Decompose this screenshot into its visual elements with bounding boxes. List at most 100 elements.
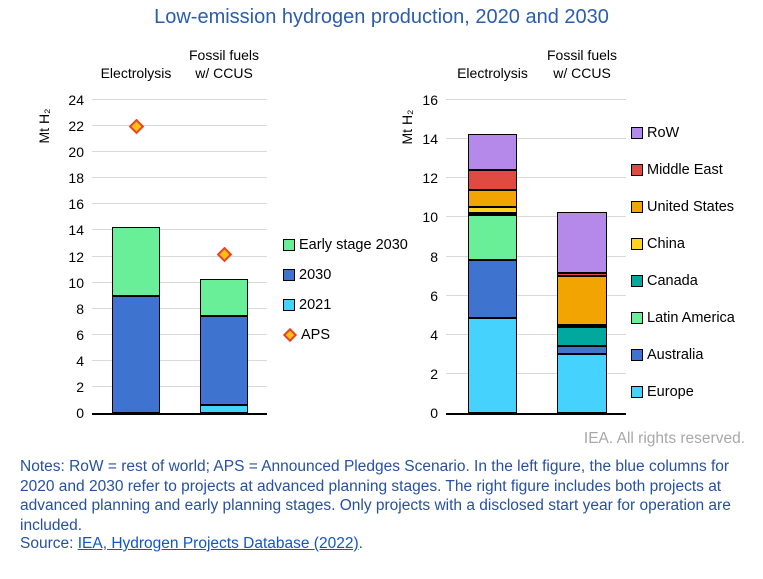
y-axis-tick-label: 10 [68,274,84,291]
column-header-fossil-fuels-w-ccus: Fossil fuels w/ CCUS [546,47,618,81]
bar-segment-australia [557,346,607,354]
legend-item-row: RoW [631,124,735,142]
legend-label: Early stage 2030 [299,237,408,253]
legend-item-middle-east: Middle East [631,161,735,179]
right-plot-area: 0 2 4 6 8 10 12 14 16 Electrolysis Fossil fuels w/… [422,47,626,421]
legend-label: Latin America [647,310,735,326]
y-axis-tick-label: 20 [68,144,84,161]
bar-segment-early-stage-2030 [112,227,160,296]
y-axis-tick-label: 14 [422,131,438,148]
bar-segment-middle-east [557,273,607,276]
y-axis-tick-label: 8 [430,248,438,265]
y-axis-tick-label: 12 [422,170,438,187]
legend-swatch-aps [282,327,298,343]
legend-swatch-latin-america [631,312,643,324]
legend-label: 2030 [299,267,332,283]
bar-segment-china [468,207,517,213]
bar-segment-2021 [200,405,248,413]
y-axis-tick-label: 0 [76,405,84,421]
y-axis-tick-label: 16 [422,92,438,108]
copyright-text: IEA. All rights reserved. [583,430,745,447]
legend-item-early-stage-2030: Early stage 2030 [283,236,408,254]
legend-item-aps: APS [282,326,408,344]
marker-aps [128,118,145,135]
marker-aps [216,246,233,263]
y-axis-tick-label: 2 [76,378,84,395]
y-axis-tick-label: 12 [68,248,84,265]
legend-item-2021: 2021 [283,296,408,314]
bar-segment-united-states [468,190,517,207]
gridline [446,294,626,296]
gridline [446,99,626,100]
y-axis-tick-label: 6 [430,287,438,304]
notes-text: Notes: RoW = rest of world; APS = Announ… [20,458,731,534]
gridline [92,229,267,231]
gridline [92,203,267,205]
legend-label: APS [301,327,331,343]
gridline [446,372,626,374]
y-axis-tick-label: 6 [76,326,84,343]
gridline [446,177,626,179]
legend-label: 2021 [299,297,332,313]
y-axis-tick-label: 16 [68,196,84,213]
gridline [446,138,626,140]
bar-segment-2030 [200,316,248,405]
gridline [92,281,267,283]
legend-label: Australia [647,347,704,363]
y-axis-tick-label: 24 [68,92,84,108]
source-link[interactable]: IEA, Hydrogen Projects Database (2022) [77,535,359,552]
gridline [92,177,267,179]
legend-item-latin-america: Latin America [631,309,735,327]
gridline [92,125,267,127]
bar-segment-row [557,212,607,273]
gridline [92,99,267,100]
source-suffix: . [358,535,363,552]
legend-swatch-australia [631,349,643,361]
column-header-electrolysis: Electrolysis [457,65,528,81]
legend-item-europe: Europe [631,383,735,401]
legend-item-canada: Canada [631,272,735,290]
source-line: Source: IEA, Hydrogen Projects Database … [20,535,363,553]
column-header-fossil-fuels-w-ccus: Fossil fuels w/ CCUS [188,47,260,81]
gridline [92,307,267,309]
figure-title: Low-emission hydrogen production, 2020 a… [154,6,609,28]
legend-swatch-early-stage-2030 [283,239,295,251]
legend-label: Middle East [647,162,723,178]
legend-label: Canada [647,273,698,289]
bar-segment-middle-east [468,170,517,190]
source-label: Source: [20,535,78,552]
bar-segment-canada [468,213,517,215]
y-axis-tick-label: 4 [76,352,84,369]
y-axis-tick-label: 10 [422,209,438,226]
bar-segment-2030 [112,296,160,413]
bar-segment-united-states [557,276,607,325]
gridline [92,333,267,335]
bar-segment-europe [557,354,607,413]
y-axis-tick-label: 14 [68,222,84,239]
right-legend: RoW Middle East United States China Canada La… [631,124,735,420]
bar-segment-china [557,325,607,327]
legend-swatch-united-states [631,201,643,213]
bar-segment-canada [557,327,607,346]
gridline [92,385,267,387]
legend-item-2030: 2030 [283,266,408,284]
legend-swatch-middle-east [631,164,643,176]
legend-item-australia: Australia [631,346,735,364]
legend-swatch-europe [631,386,643,398]
gridline [446,333,626,335]
gridline [92,151,267,153]
legend-label: China [647,236,685,252]
legend-label: Europe [647,384,694,400]
y-axis-tick-label: 0 [430,405,438,421]
legend-swatch-2021 [283,299,295,311]
left-plot-area: 0 2 4 6 8 10 12 14 16 18 20 22 24 Electrolysis Fossil … [68,47,267,421]
bar-segment-latin-america [468,215,517,260]
bar-segment-early-stage-2030 [200,279,248,316]
bar-segment-europe [468,318,517,413]
legend-swatch-china [631,238,643,250]
gridline [92,359,267,361]
y-axis-tick-label: 2 [430,365,438,382]
bar-segment-row [468,134,517,170]
legend-item-united-states: United States [631,198,735,216]
y-axis-tick-label: 8 [76,300,84,317]
